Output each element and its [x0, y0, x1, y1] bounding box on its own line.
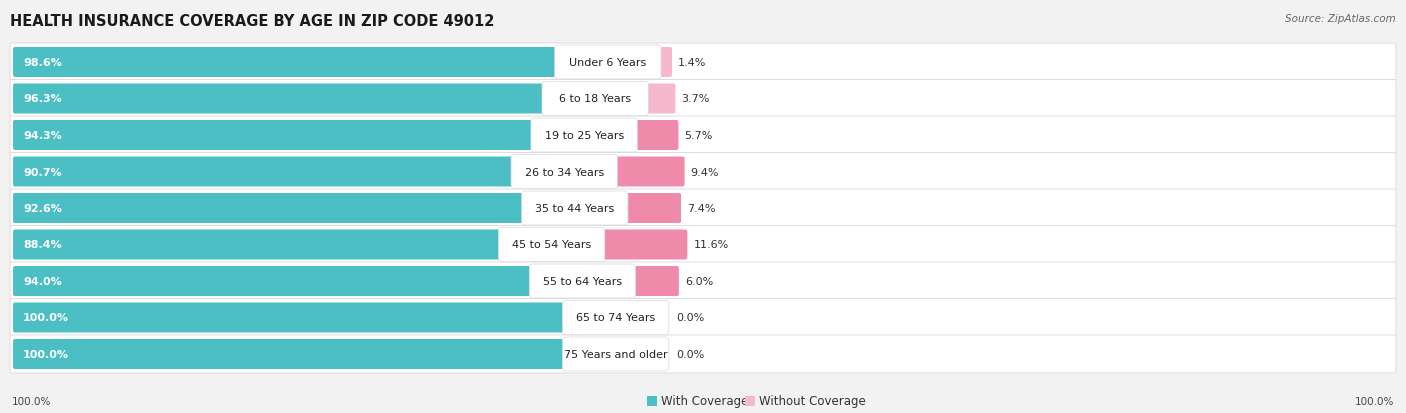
Text: 92.6%: 92.6%	[22, 204, 62, 214]
FancyBboxPatch shape	[10, 299, 1396, 337]
Text: Under 6 Years: Under 6 Years	[569, 58, 647, 68]
FancyBboxPatch shape	[562, 337, 669, 371]
Text: 45 to 54 Years: 45 to 54 Years	[512, 240, 591, 250]
FancyBboxPatch shape	[10, 44, 1396, 82]
Text: 100.0%: 100.0%	[22, 349, 69, 359]
FancyBboxPatch shape	[614, 157, 685, 187]
FancyBboxPatch shape	[13, 121, 538, 151]
FancyBboxPatch shape	[602, 230, 688, 260]
Text: 100.0%: 100.0%	[1354, 396, 1393, 406]
FancyBboxPatch shape	[13, 230, 505, 260]
FancyBboxPatch shape	[658, 48, 672, 78]
FancyBboxPatch shape	[13, 194, 529, 223]
Text: HEALTH INSURANCE COVERAGE BY AGE IN ZIP CODE 49012: HEALTH INSURANCE COVERAGE BY AGE IN ZIP …	[10, 14, 495, 29]
Text: 19 to 25 Years: 19 to 25 Years	[544, 131, 624, 141]
Text: 100.0%: 100.0%	[13, 396, 52, 406]
FancyBboxPatch shape	[10, 190, 1396, 228]
Text: 3.7%: 3.7%	[682, 94, 710, 104]
FancyBboxPatch shape	[531, 119, 637, 153]
FancyBboxPatch shape	[745, 396, 755, 406]
Text: 94.0%: 94.0%	[22, 276, 62, 286]
Text: 96.3%: 96.3%	[22, 94, 62, 104]
Text: 98.6%: 98.6%	[22, 58, 62, 68]
FancyBboxPatch shape	[624, 194, 681, 223]
FancyBboxPatch shape	[541, 82, 648, 116]
FancyBboxPatch shape	[562, 301, 669, 335]
FancyBboxPatch shape	[13, 157, 517, 187]
FancyBboxPatch shape	[554, 46, 661, 80]
Text: 75 Years and older: 75 Years and older	[564, 349, 668, 359]
FancyBboxPatch shape	[510, 155, 617, 189]
FancyBboxPatch shape	[10, 153, 1396, 191]
Text: 6 to 18 Years: 6 to 18 Years	[560, 94, 631, 104]
Text: Source: ZipAtlas.com: Source: ZipAtlas.com	[1285, 14, 1396, 24]
Text: With Coverage: With Coverage	[661, 394, 748, 408]
Text: 88.4%: 88.4%	[22, 240, 62, 250]
FancyBboxPatch shape	[529, 264, 636, 298]
FancyBboxPatch shape	[13, 339, 569, 369]
Text: 7.4%: 7.4%	[688, 204, 716, 214]
FancyBboxPatch shape	[13, 303, 569, 333]
Text: 6.0%: 6.0%	[685, 276, 713, 286]
Text: Without Coverage: Without Coverage	[759, 394, 866, 408]
FancyBboxPatch shape	[645, 84, 675, 114]
Text: 100.0%: 100.0%	[22, 313, 69, 323]
Text: 65 to 74 Years: 65 to 74 Years	[576, 313, 655, 323]
FancyBboxPatch shape	[10, 335, 1396, 373]
Text: 0.0%: 0.0%	[676, 349, 704, 359]
FancyBboxPatch shape	[10, 262, 1396, 300]
FancyBboxPatch shape	[634, 121, 679, 151]
FancyBboxPatch shape	[498, 228, 605, 262]
Text: 5.7%: 5.7%	[685, 131, 713, 141]
Text: 55 to 64 Years: 55 to 64 Years	[543, 276, 621, 286]
FancyBboxPatch shape	[10, 80, 1396, 118]
FancyBboxPatch shape	[10, 117, 1396, 154]
FancyBboxPatch shape	[13, 48, 561, 78]
Text: 9.4%: 9.4%	[690, 167, 718, 177]
Text: 1.4%: 1.4%	[678, 58, 706, 68]
FancyBboxPatch shape	[633, 266, 679, 296]
FancyBboxPatch shape	[13, 266, 536, 296]
Text: 0.0%: 0.0%	[676, 313, 704, 323]
FancyBboxPatch shape	[13, 84, 548, 114]
Text: 90.7%: 90.7%	[22, 167, 62, 177]
Text: 26 to 34 Years: 26 to 34 Years	[524, 167, 605, 177]
Text: 35 to 44 Years: 35 to 44 Years	[536, 204, 614, 214]
FancyBboxPatch shape	[10, 226, 1396, 264]
Text: 94.3%: 94.3%	[22, 131, 62, 141]
FancyBboxPatch shape	[522, 192, 628, 225]
Text: 11.6%: 11.6%	[693, 240, 728, 250]
FancyBboxPatch shape	[647, 396, 657, 406]
